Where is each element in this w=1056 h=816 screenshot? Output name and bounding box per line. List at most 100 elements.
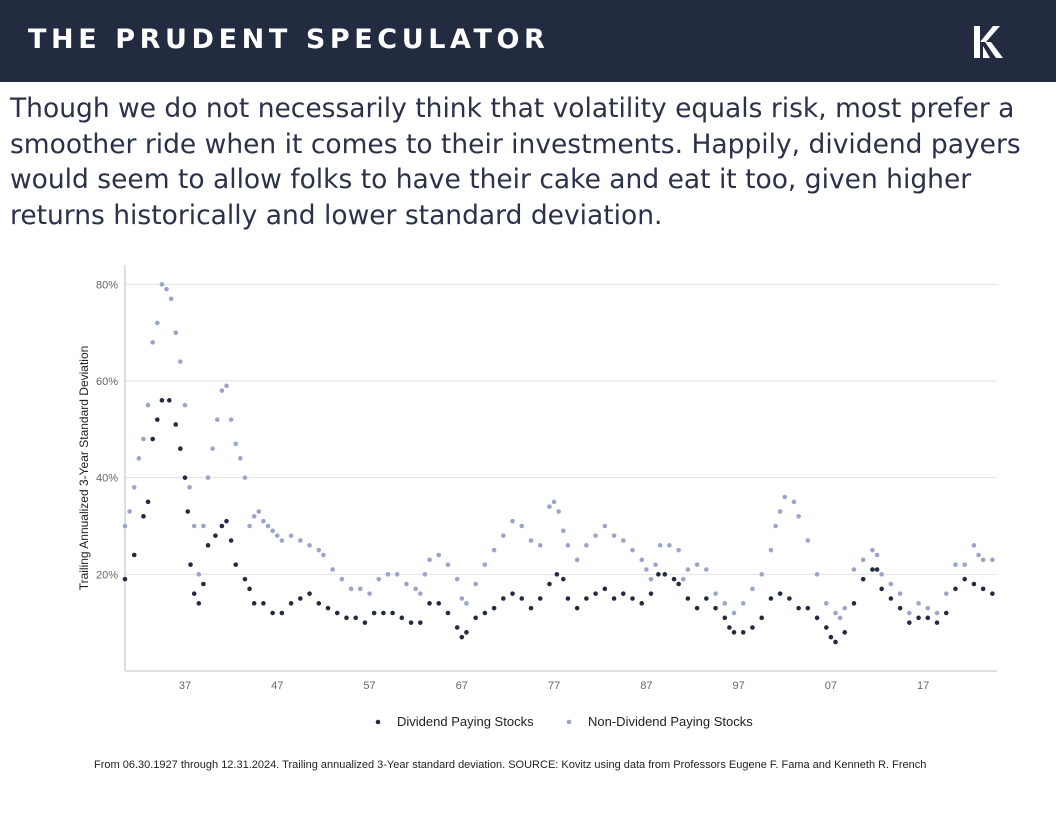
dividend-data-point: [842, 630, 848, 635]
non-dividend-data-point: [620, 538, 626, 543]
non-dividend-data-point: [943, 591, 949, 596]
dividend-data-point: [201, 581, 206, 587]
non-dividend-data-point: [464, 601, 469, 606]
non-dividend-data-point: [173, 330, 179, 335]
dividend-data-point: [740, 630, 746, 635]
non-dividend-data-point: [201, 523, 206, 529]
dividend-data-point: [602, 586, 608, 592]
dividend-data-point: [694, 605, 700, 611]
non-dividend-data-point: [837, 615, 843, 621]
non-dividend-data-point: [773, 523, 778, 529]
non-dividend-data-point: [205, 475, 211, 480]
non-dividend-data-point: [528, 538, 534, 543]
non-dividend-data-point: [925, 605, 931, 611]
dividend-data-point: [648, 591, 654, 596]
non-dividend-data-point: [459, 596, 465, 601]
dividend-data-point: [916, 615, 921, 621]
non-dividend-data-point: [796, 514, 801, 519]
legend-dividend-label: Dividend Paying Stocks: [397, 714, 534, 729]
non-dividend-data-point: [238, 456, 243, 461]
non-dividend-data-point: [874, 552, 880, 558]
dividend-data-point: [150, 436, 155, 442]
non-dividend-data-point: [348, 586, 354, 592]
dividend-data-point: [980, 586, 986, 592]
dividend-data-point: [554, 572, 560, 577]
dividend-data-point: [454, 625, 460, 630]
dividend-data-point: [925, 615, 931, 621]
dividend-data-point: [620, 591, 626, 596]
dividend-data-point: [593, 591, 598, 596]
non-dividend-data-point: [644, 567, 649, 572]
dividend-data-point: [565, 596, 571, 601]
non-dividend-data-point: [574, 557, 580, 563]
non-dividend-data-point: [219, 388, 225, 393]
non-dividend-data-point: [704, 567, 709, 572]
non-dividend-data-point: [685, 567, 691, 572]
x-tick-label: 97: [733, 680, 745, 692]
dividend-data-point: [353, 615, 358, 621]
dividend-data-point: [242, 576, 248, 582]
dividend-data-point: [547, 581, 552, 587]
non-dividend-data-point: [196, 572, 202, 577]
non-dividend-data-point: [141, 436, 146, 442]
dividend-data-point: [344, 615, 349, 621]
non-dividend-data-point: [242, 475, 248, 480]
non-dividend-data-point: [330, 567, 335, 572]
non-dividend-data-point: [145, 402, 151, 408]
dividend-data-point: [750, 625, 755, 630]
non-dividend-data-point: [777, 509, 783, 514]
dividend-data-point: [731, 630, 737, 635]
non-dividend-data-point: [888, 581, 894, 587]
dividend-data-point: [879, 586, 884, 592]
dividend-data-point: [298, 596, 303, 601]
non-dividend-data-point: [413, 586, 418, 592]
dividend-data-point: [639, 601, 645, 606]
non-dividend-data-point: [417, 591, 423, 596]
non-dividend-data-point: [261, 518, 266, 524]
dividend-data-point: [417, 620, 423, 625]
non-dividend-data-point: [473, 581, 478, 587]
dividend-data-point: [178, 446, 183, 451]
dividend-data-point: [205, 543, 211, 548]
non-dividend-data-point: [122, 523, 128, 529]
dividend-data-point: [962, 576, 968, 582]
non-dividend-data-point: [694, 562, 700, 567]
non-dividend-data-point: [547, 504, 552, 509]
dividend-data-point: [990, 591, 995, 596]
non-dividend-data-point: [713, 591, 718, 596]
dividend-data-point: [228, 538, 234, 543]
dividend-data-point: [182, 475, 188, 480]
non-dividend-data-point: [782, 494, 788, 500]
dividend-data-point: [870, 567, 875, 572]
non-dividend-data-point: [667, 543, 672, 548]
non-dividend-data-point: [376, 576, 382, 582]
non-dividend-data-point: [851, 567, 857, 572]
dividend-data-point: [288, 601, 294, 606]
non-dividend-data-point: [879, 572, 884, 577]
non-dividend-data-point: [537, 543, 543, 548]
non-dividend-data-point: [247, 523, 252, 529]
x-tick-label: 57: [363, 680, 375, 692]
y-axis-title: Trailing Annualized 3-Year Standard Devi…: [77, 346, 91, 591]
non-dividend-data-point: [279, 538, 285, 543]
non-dividend-data-point: [814, 572, 820, 577]
dividend-data-point: [851, 601, 857, 606]
non-dividend-data-point: [164, 286, 169, 292]
non-dividend-data-point: [980, 557, 986, 563]
y-tick-label: 40%: [96, 473, 118, 485]
non-dividend-data-point: [491, 547, 497, 553]
x-tick-label: 47: [271, 680, 283, 692]
dividend-data-point: [943, 610, 949, 616]
dividend-data-point: [381, 610, 386, 616]
dividend-data-point: [656, 572, 661, 577]
non-dividend-data-point: [256, 509, 262, 514]
x-tick-label: 67: [456, 680, 468, 692]
x-tick-label: 17: [917, 680, 929, 692]
non-dividend-data-point: [436, 552, 442, 558]
non-dividend-data-point: [422, 572, 428, 577]
non-dividend-data-point: [404, 581, 409, 587]
dividend-data-point: [561, 576, 566, 582]
non-dividend-data-point: [676, 547, 681, 553]
x-tick-label: 77: [548, 680, 560, 692]
dividend-data-point: [501, 596, 506, 601]
